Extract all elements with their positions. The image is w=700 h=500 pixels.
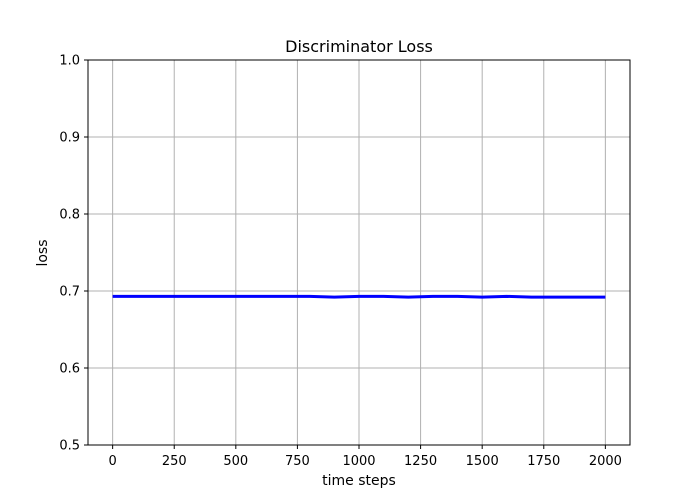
- grid: [88, 59, 630, 446]
- y-tick-label: 0.5: [59, 439, 80, 454]
- x-axis-label: time steps: [322, 473, 396, 489]
- x-tick-label: 2000: [589, 454, 622, 469]
- x-tick-label: 0: [108, 454, 116, 469]
- x-tick-label: 1250: [404, 454, 437, 469]
- x-axis-ticks: 0 250 500 750 1000 1250 1500 1750 2000: [108, 445, 622, 469]
- y-axis-ticks: 0.5 0.6 0.7 0.8 0.9 1.0: [59, 54, 88, 454]
- y-tick-label: 0.8: [59, 208, 80, 223]
- y-tick-label: 1.0: [59, 54, 80, 69]
- series-layer: [112, 294, 606, 299]
- x-tick-label: 1750: [527, 454, 560, 469]
- y-tick-label: 0.9: [59, 131, 80, 146]
- x-tick-label: 500: [223, 454, 248, 469]
- y-tick-label: 0.7: [59, 285, 80, 300]
- y-axis-label: loss: [35, 239, 51, 266]
- x-tick-label: 1000: [342, 454, 375, 469]
- loss-series-line: [112, 294, 606, 299]
- x-tick-label: 750: [285, 454, 310, 469]
- chart-title: Discriminator Loss: [285, 37, 433, 56]
- x-tick-label: 250: [162, 454, 187, 469]
- y-tick-label: 0.6: [59, 362, 80, 377]
- x-tick-label: 1500: [466, 454, 499, 469]
